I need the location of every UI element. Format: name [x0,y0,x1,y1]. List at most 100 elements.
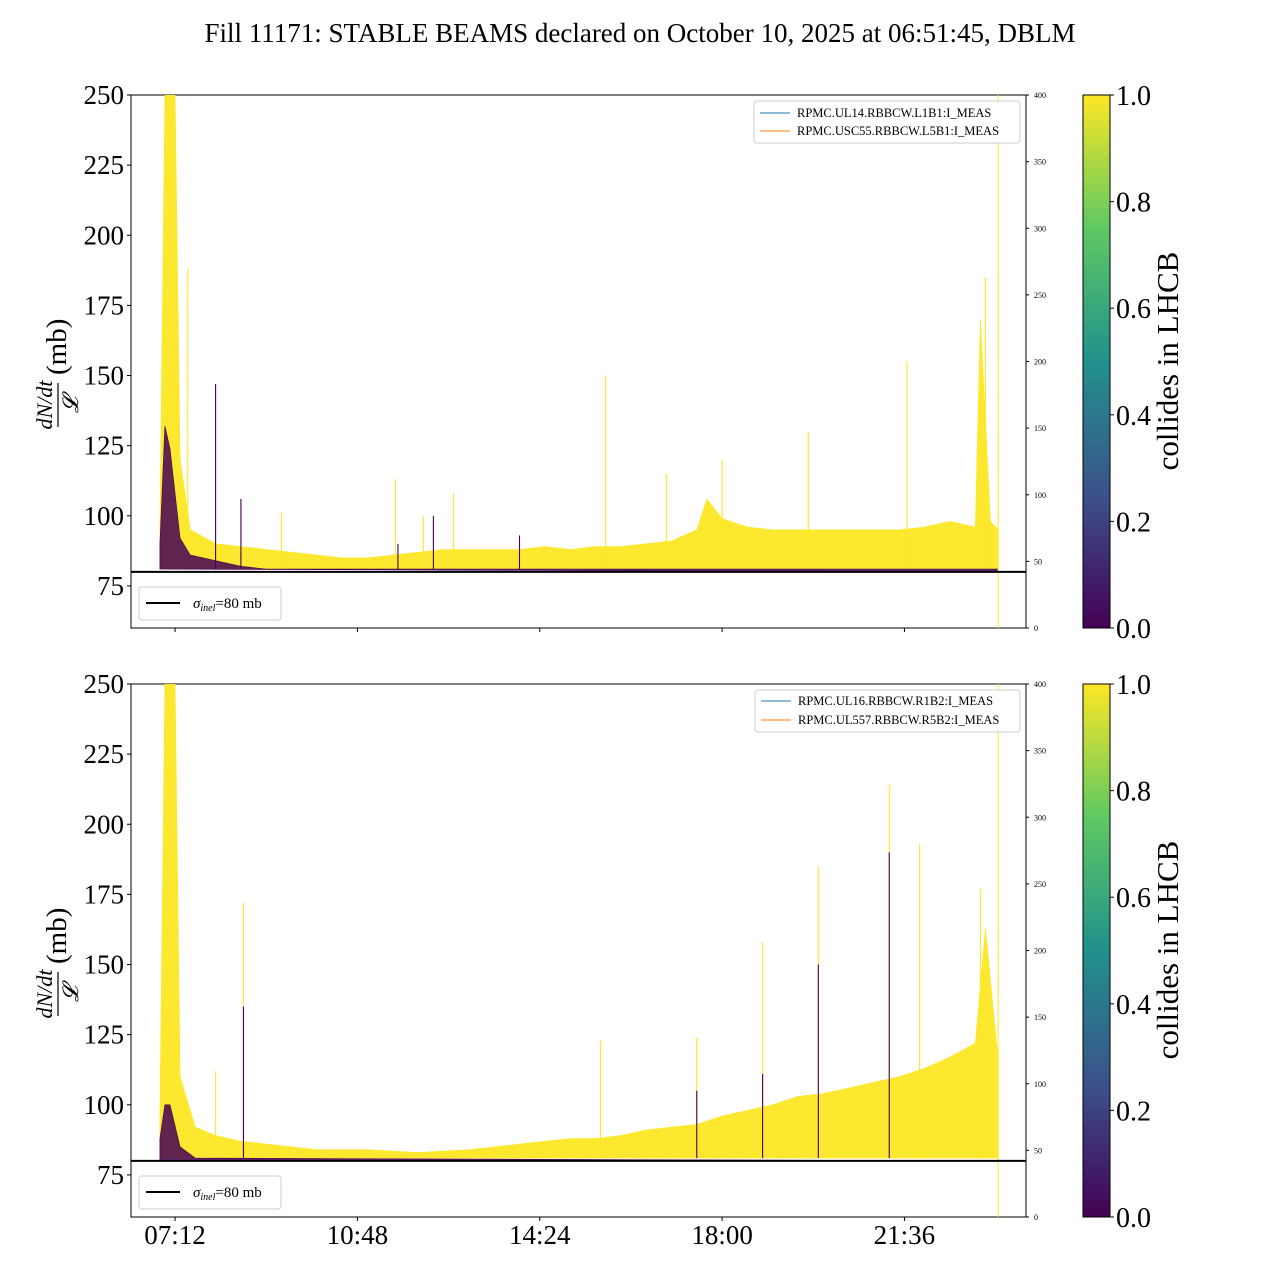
y-axis-label: dN/dt 𝓛 (mb) [32,908,83,1019]
x-axis: 07:12 10:48 14:24 18:00 21:36 [144,1217,935,1250]
y-axis-left: 75 100 125 150 175 200 225 250 [84,80,131,601]
series-legend: RPMC.UL14.RBBCW.L1B1:I_MEAS RPMC.USC55.R… [753,100,1021,144]
legend-box [754,689,1021,733]
reference-text: =80 mb [215,596,261,612]
colorbar-tick-label: 0.0 [1116,614,1151,645]
y2-tick-label: 100 [1034,491,1046,500]
x-tick-label: 10:48 [327,1220,389,1250]
data-layer [131,95,1026,628]
y2-tick-label: 350 [1034,747,1046,756]
colorbar-tick-label: 0.8 [1116,777,1151,808]
y-axis-left: 75 100 125 150 175 200 225 250 [84,669,131,1190]
y2-tick-label: 350 [1034,158,1046,167]
legend-box [138,586,282,621]
y2-tick-label: 300 [1034,813,1046,822]
colorbar-ticks: 0.0 0.2 0.4 0.6 0.8 1.0 [1110,670,1151,1234]
y-label-denominator: 𝓛 [58,391,83,413]
legend-label-1: RPMC.UL16.RBBCW.R1B2:I_MEAS [798,694,993,708]
y-label-numerator: dN/dt [32,380,57,430]
sigma-subscript: inel [200,603,215,614]
legend-box [753,100,1021,144]
colorbar-tick-label: 0.4 [1116,990,1151,1021]
series-legend: RPMC.UL16.RBBCW.R1B2:I_MEAS RPMC.UL557.R… [754,689,1021,733]
reference-text: =80 mb [215,1185,261,1201]
y-tick-label: 175 [84,290,125,320]
legend-label-reference: σinel=80 mb [193,596,262,614]
y-tick-label: 100 [84,1090,125,1120]
colorbar-label: collides in LHCB [1150,252,1185,471]
y2-tick-label: 50 [1034,557,1042,566]
y-tick-label: 200 [84,809,125,839]
y2-tick-label: 250 [1034,291,1046,300]
y-axis-right: 0 50 100 150 200 250 300 350 400 [1026,91,1046,633]
y-tick-label: 100 [84,501,125,531]
y-tick-label: 250 [84,80,125,110]
y-axis-right: 0 50 100 150 200 250 300 350 400 [1026,680,1046,1222]
sigma-subscript: inel [200,1192,215,1203]
colorbar-tick-label: 1.0 [1116,81,1151,112]
colorbar-tick-label: 1.0 [1116,670,1151,701]
reference-legend: σinel=80 mb [138,1175,282,1210]
x-tick-label: 18:00 [691,1220,753,1250]
colorbar-ticks: 0.0 0.2 0.4 0.6 0.8 1.0 [1110,81,1151,645]
y-tick-label: 125 [84,1020,125,1050]
y-label-denominator: 𝓛 [58,980,83,1002]
reference-legend: σinel=80 mb [138,586,282,621]
y-tick-label: 225 [84,150,125,180]
y2-tick-label: 50 [1034,1146,1042,1155]
y-label-unit: (mb) [41,319,73,375]
y2-tick-label: 150 [1034,424,1046,433]
colorbar: 0.0 0.2 0.4 0.6 0.8 1.0 collides in LHCB [1082,81,1185,645]
y2-tick-label: 200 [1034,947,1046,956]
y2-tick-label: 150 [1034,1013,1046,1022]
colorbar-tick-label: 0.6 [1116,294,1151,325]
colorbar-tick-label: 0.2 [1116,1096,1151,1127]
colorbar-tick-label: 0.0 [1116,1203,1151,1234]
y-tick-label: 125 [84,431,125,461]
figure-title: Fill 11171: STABLE BEAMS declared on Oct… [204,18,1076,48]
y-tick-label: 75 [97,1160,124,1190]
y2-tick-label: 300 [1034,224,1046,233]
sigma-symbol: σ [193,1185,201,1201]
y2-tick-label: 0 [1034,1213,1038,1222]
y-tick-label: 175 [84,879,125,909]
y2-tick-label: 250 [1034,880,1046,889]
x-axis [174,628,905,632]
x-tick-label: 07:12 [144,1220,206,1250]
y2-tick-label: 200 [1034,358,1046,367]
y2-tick-label: 400 [1034,680,1046,689]
y-label-unit: (mb) [41,908,73,964]
x-tick-label: 14:24 [509,1220,571,1250]
colorbar-gradient [1082,94,1111,629]
colorbar-tick-label: 0.8 [1116,188,1151,219]
y2-tick-label: 100 [1034,1080,1046,1089]
panel-top: 75 100 125 150 175 200 225 250 0 50 100 150 200 250 3… [32,80,1185,645]
y-tick-label: 150 [84,950,125,980]
y2-tick-label: 0 [1034,624,1038,633]
y-tick-label: 150 [84,361,125,391]
legend-label-2: RPMC.USC55.RBBCW.L5B1:I_MEAS [797,124,999,138]
data-layer [131,684,1026,1217]
y-tick-label: 75 [97,571,124,601]
colorbar-gradient [1082,683,1111,1218]
colorbar: 0.0 0.2 0.4 0.6 0.8 1.0 collides in LHCB [1082,670,1185,1234]
y-tick-label: 250 [84,669,125,699]
y-label-numerator: dN/dt [32,969,57,1019]
y-tick-label: 225 [84,739,125,769]
legend-label-reference: σinel=80 mb [193,1185,262,1203]
sigma-symbol: σ [193,596,201,612]
colorbar-tick-label: 0.2 [1116,507,1151,538]
y-axis-label: dN/dt 𝓛 (mb) [32,319,83,430]
y2-tick-label: 400 [1034,91,1046,100]
colorbar-label: collides in LHCB [1150,841,1185,1060]
colorbar-tick-label: 0.4 [1116,401,1151,432]
x-tick-label: 21:36 [874,1220,936,1250]
panel-bottom: 75 100 125 150 175 200 225 250 0 50 100 150 200 250 3… [32,669,1185,1250]
legend-box [138,1175,282,1210]
series-area-0 [159,95,999,570]
series-area-0 [159,684,999,1159]
legend-label-1: RPMC.UL14.RBBCW.L1B1:I_MEAS [797,106,991,120]
colorbar-tick-label: 0.6 [1116,883,1151,914]
legend-label-2: RPMC.UL557.RBBCW.R5B2:I_MEAS [798,713,999,727]
